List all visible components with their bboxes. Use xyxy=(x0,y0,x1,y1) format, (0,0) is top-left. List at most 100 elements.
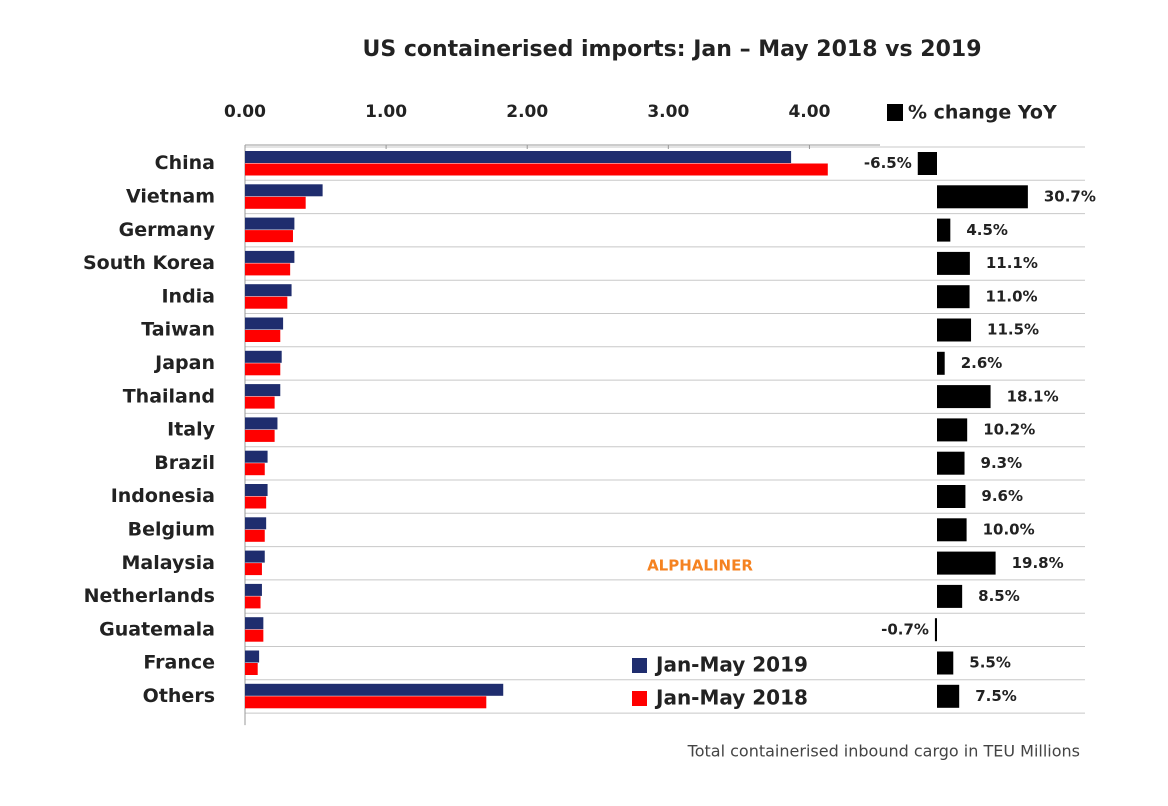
change-bar xyxy=(937,285,970,309)
change-label: 10.0% xyxy=(983,520,1035,538)
category-label: India xyxy=(161,285,215,307)
change-bar xyxy=(937,518,967,542)
change-label: 30.7% xyxy=(1044,187,1096,205)
legend-label: % change YoY xyxy=(908,102,1057,124)
bar xyxy=(245,429,275,442)
change-bar xyxy=(937,651,954,675)
bar xyxy=(245,396,275,409)
bar xyxy=(245,163,828,176)
bar xyxy=(245,184,323,197)
change-bar xyxy=(937,551,996,575)
bar xyxy=(245,596,261,609)
category-label: Indonesia xyxy=(111,485,215,507)
bar xyxy=(245,317,284,330)
bar xyxy=(245,550,265,563)
change-bar xyxy=(917,152,937,175)
bar xyxy=(245,663,258,675)
bar xyxy=(245,517,267,530)
legend-swatch xyxy=(632,691,647,706)
bar xyxy=(245,330,281,342)
change-bar xyxy=(937,418,968,442)
bar xyxy=(245,363,281,376)
change-label: 9.3% xyxy=(981,454,1023,472)
change-label: 19.8% xyxy=(1012,554,1064,572)
change-label: 11.1% xyxy=(986,254,1038,272)
category-label: France xyxy=(143,652,215,674)
change-label: 4.5% xyxy=(966,221,1008,239)
x-tick-label: 4.00 xyxy=(788,102,830,122)
category-label: Vietnam xyxy=(126,185,215,207)
bar xyxy=(245,496,267,509)
bar xyxy=(245,563,262,576)
change-label: 2.6% xyxy=(961,354,1003,372)
category-label: Netherlands xyxy=(84,585,215,607)
change-label: -6.5% xyxy=(864,154,912,172)
bar xyxy=(245,230,293,243)
bar xyxy=(245,384,281,397)
bar xyxy=(245,463,265,476)
category-label: Taiwan xyxy=(141,319,215,341)
footnote: Total containerised inbound cargo in TEU… xyxy=(687,742,1080,761)
bar xyxy=(245,617,264,630)
change-bar xyxy=(937,684,960,708)
category-label: Others xyxy=(143,685,215,707)
change-bar xyxy=(937,485,966,508)
x-tick-label: 3.00 xyxy=(647,102,689,122)
x-tick-label: 1.00 xyxy=(365,102,407,122)
bar xyxy=(245,484,268,496)
change-label: 5.5% xyxy=(969,654,1011,672)
category-label: Belgium xyxy=(128,518,215,540)
change-label: 9.6% xyxy=(981,487,1023,505)
chart-title: US containerised imports: Jan – May 2018… xyxy=(362,37,981,62)
bar xyxy=(245,217,295,230)
legend-swatch xyxy=(887,104,903,121)
x-tick-label: 0.00 xyxy=(224,102,266,122)
change-label: 8.5% xyxy=(978,587,1020,605)
category-label: Thailand xyxy=(123,385,215,407)
change-bar xyxy=(937,584,963,608)
bar xyxy=(245,683,504,696)
bar xyxy=(245,650,260,663)
change-label: 18.1% xyxy=(1007,387,1059,405)
bar xyxy=(245,196,306,209)
legend-label: Jan-May 2019 xyxy=(654,653,808,677)
category-label: Malaysia xyxy=(121,552,215,574)
change-label: 11.5% xyxy=(987,321,1039,339)
bar xyxy=(245,296,288,309)
bar xyxy=(245,629,264,642)
watermark: ALPHALINER xyxy=(647,557,753,575)
change-bar xyxy=(937,218,951,242)
bar xyxy=(245,350,282,363)
change-bar xyxy=(934,618,937,642)
change-bar xyxy=(937,251,970,275)
change-bar xyxy=(937,318,972,342)
change-label: 11.0% xyxy=(986,287,1038,305)
bar xyxy=(245,417,278,430)
bar xyxy=(245,696,487,709)
change-bar xyxy=(937,451,965,475)
bar xyxy=(245,151,792,163)
category-label: Japan xyxy=(153,352,215,374)
change-label: 10.2% xyxy=(983,421,1035,439)
bar xyxy=(245,450,268,463)
category-label: Germany xyxy=(119,219,216,241)
x-tick-label: 2.00 xyxy=(506,102,548,122)
change-label: 7.5% xyxy=(975,687,1017,705)
change-label: -0.7% xyxy=(881,620,929,638)
bar xyxy=(245,529,265,542)
bar xyxy=(245,583,262,596)
bar xyxy=(245,284,292,297)
change-bar xyxy=(937,185,1028,209)
legend-label: Jan-May 2018 xyxy=(654,686,808,710)
category-label: China xyxy=(155,152,215,174)
bar xyxy=(245,250,295,263)
change-bar xyxy=(937,351,945,375)
change-bar xyxy=(937,385,991,409)
category-label: Guatemala xyxy=(99,618,215,640)
legend-swatch xyxy=(632,658,647,673)
category-label: Brazil xyxy=(154,452,215,474)
category-label: South Korea xyxy=(83,252,215,274)
category-label: Italy xyxy=(167,419,215,441)
bar xyxy=(245,263,291,276)
